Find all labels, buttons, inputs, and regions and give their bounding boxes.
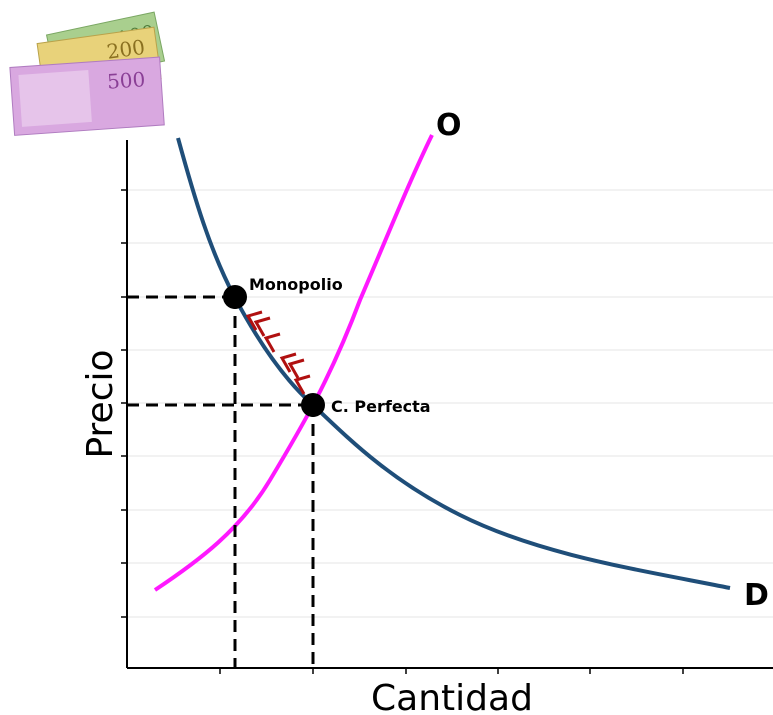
diagram: 100 200 500 <box>0 0 773 715</box>
shift-arrows <box>248 312 310 394</box>
supply-label: O <box>436 108 462 143</box>
demand-label: D <box>744 578 769 613</box>
x-axis-title: Cantidad <box>371 678 533 715</box>
y-axis-title: Precio <box>80 349 121 458</box>
monopoly-point <box>223 285 247 309</box>
banknotes: 100 200 500 <box>10 12 165 135</box>
ticks <box>121 190 683 674</box>
point-label: Monopolio <box>249 275 343 294</box>
competition-point <box>301 393 325 417</box>
point-label: C. Perfecta <box>331 397 431 416</box>
demand-curve <box>178 138 730 588</box>
note-label: 500 <box>106 67 146 94</box>
note-pattern <box>18 70 91 127</box>
guide-lines <box>127 297 313 668</box>
